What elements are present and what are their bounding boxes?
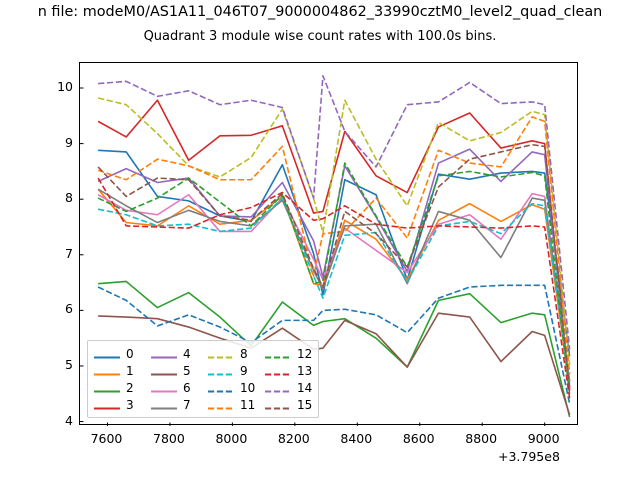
- legend-swatch-4: [150, 348, 178, 359]
- series-line-7: [97, 188, 571, 382]
- legend-label-4: 4: [183, 346, 191, 361]
- legend-label-5: 5: [183, 363, 191, 378]
- legend-swatch-7: [150, 399, 178, 410]
- legend-label-11: 11: [240, 397, 256, 412]
- y-tick-label: 7: [65, 245, 73, 261]
- legend-swatch-0: [93, 348, 121, 359]
- series-line-9: [97, 197, 571, 384]
- legend-entry-3[interactable]: 3: [93, 396, 142, 413]
- series-line-6: [97, 192, 571, 382]
- y-tick-label: 8: [65, 190, 73, 206]
- series-line-12: [97, 162, 571, 395]
- legend-swatch-9: [207, 365, 235, 376]
- legend-label-3: 3: [126, 397, 134, 412]
- x-tick-label: 7600: [90, 431, 123, 446]
- legend-label-6: 6: [183, 380, 191, 395]
- legend-entry-12[interactable]: 12: [264, 345, 313, 362]
- plot-lines: [80, 74, 571, 426]
- series-line-13: [97, 177, 571, 399]
- series-line-15: [97, 143, 571, 390]
- legend-label-2: 2: [126, 380, 134, 395]
- legend-entry-15[interactable]: 15: [264, 396, 313, 413]
- legend-entry-6[interactable]: 6: [150, 379, 199, 396]
- series-line-5: [98, 312, 571, 416]
- series-line-14: [98, 74, 571, 350]
- legend-swatch-12: [264, 348, 292, 359]
- series-line-10: [97, 284, 571, 404]
- y-tick-label: 9: [65, 134, 73, 150]
- series-line-8: [97, 97, 571, 365]
- series-line-3: [97, 99, 571, 392]
- legend-label-10: 10: [240, 380, 256, 395]
- legend-entry-10[interactable]: 10: [207, 379, 256, 396]
- legend[interactable]: 0 1 2 3 4 5 6 7 8 9 10 11 12 13 14 15: [87, 340, 319, 418]
- legend-swatch-10: [207, 382, 235, 393]
- legend-entry-11[interactable]: 11: [207, 396, 256, 413]
- legend-label-15: 15: [297, 397, 313, 412]
- legend-entry-5[interactable]: 5: [150, 362, 199, 379]
- legend-grid: 0 1 2 3 4 5 6 7 8 9 10 11 12 13 14 15: [93, 345, 313, 413]
- legend-label-9: 9: [240, 363, 248, 378]
- legend-swatch-3: [93, 399, 121, 410]
- legend-label-14: 14: [297, 380, 313, 395]
- legend-swatch-15: [264, 399, 292, 410]
- legend-entry-4[interactable]: 4: [150, 345, 199, 362]
- legend-entry-2[interactable]: 2: [93, 379, 142, 396]
- legend-entry-13[interactable]: 13: [264, 362, 313, 379]
- x-tick-label: 8200: [277, 431, 310, 446]
- y-tick-label: 4: [65, 412, 73, 428]
- legend-swatch-14: [264, 382, 292, 393]
- legend-swatch-6: [150, 382, 178, 393]
- legend-label-13: 13: [297, 363, 313, 378]
- figure-suptitle: n file: modeM0/AS1A11_046T07_9000004862_…: [37, 4, 603, 20]
- y-tick-label: 6: [65, 301, 73, 317]
- series-line-0: [98, 149, 571, 357]
- x-tick-label: 7800: [153, 431, 185, 446]
- y-tick-label: 10: [57, 79, 73, 94]
- legend-swatch-1: [93, 365, 121, 376]
- legend-label-12: 12: [297, 346, 313, 361]
- legend-entry-9[interactable]: 9: [207, 362, 256, 379]
- series-line-2: [98, 280, 571, 418]
- x-tick-label: 8800: [465, 431, 498, 446]
- legend-swatch-8: [207, 348, 235, 359]
- legend-label-8: 8: [240, 346, 248, 361]
- legend-entry-0[interactable]: 0: [93, 345, 142, 362]
- legend-swatch-13: [264, 365, 292, 376]
- legend-swatch-11: [207, 399, 235, 410]
- chart-title: Quadrant 3 module wise count rates with …: [143, 29, 497, 44]
- legend-label-7: 7: [183, 397, 191, 412]
- legend-entry-1[interactable]: 1: [93, 362, 142, 379]
- legend-swatch-2: [93, 382, 121, 393]
- x-tick-label: 8600: [402, 431, 435, 446]
- x-axis-offset-label: +3.795e8: [498, 449, 560, 464]
- legend-entry-14[interactable]: 14: [264, 379, 313, 396]
- series-line-11: [97, 116, 571, 375]
- legend-swatch-5: [150, 365, 178, 376]
- x-tick-label: 8000: [215, 431, 248, 446]
- legend-entry-7[interactable]: 7: [150, 396, 199, 413]
- legend-entry-8[interactable]: 8: [207, 345, 256, 362]
- y-tick-label: 5: [65, 356, 73, 372]
- legend-label-1: 1: [126, 363, 134, 378]
- legend-label-0: 0: [126, 346, 134, 361]
- x-tick-label: 8400: [340, 431, 373, 446]
- x-tick-label: 9000: [527, 431, 560, 446]
